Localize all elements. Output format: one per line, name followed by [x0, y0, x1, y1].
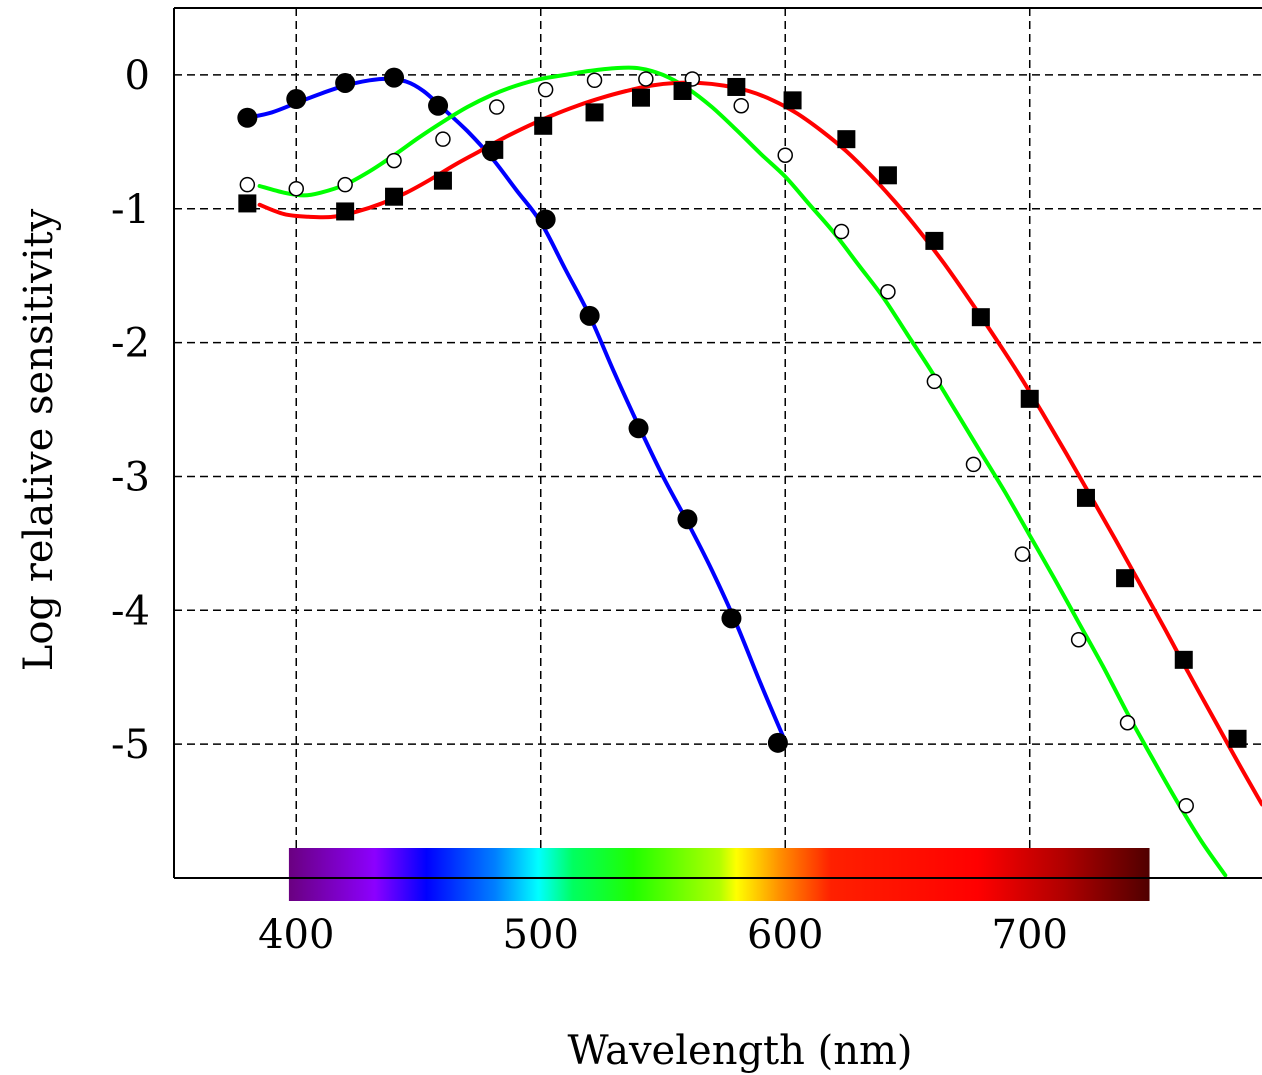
- green-data-point: [586, 72, 603, 89]
- green-data-point: [777, 147, 793, 163]
- y-tick-label: -5: [111, 722, 150, 768]
- green-data-point: [926, 373, 943, 390]
- y-tick-label: 0: [125, 53, 150, 99]
- blue-data-point: [237, 107, 258, 128]
- green-data-point: [1178, 797, 1194, 814]
- marker-layer: [237, 67, 1247, 814]
- green-data-point: [537, 81, 554, 98]
- y-tick-label: -2: [111, 321, 150, 367]
- y-tick-label: -4: [111, 588, 150, 634]
- red-data-point: [385, 187, 404, 206]
- spectrum-color-bar: [288, 848, 1150, 901]
- x-axis-title: Wavelength (nm): [567, 1028, 912, 1074]
- red-data-point: [783, 91, 802, 110]
- red-data-point: [1020, 389, 1039, 408]
- green-data-point: [880, 284, 896, 300]
- blue-data-point: [535, 209, 556, 230]
- red-data-point: [433, 171, 452, 190]
- red-data-point: [1228, 729, 1247, 748]
- blue-data-point: [677, 509, 698, 530]
- red-data-point: [925, 231, 944, 250]
- tick-labels: 400 500 600 700 0 -1 -2 -3 -4 -5: [111, 53, 1068, 958]
- red-data-point: [336, 202, 355, 221]
- green-data-point: [638, 71, 654, 87]
- green-data-point: [1070, 632, 1087, 648]
- green-cone-curve: [257, 65, 1228, 878]
- red-data-point: [878, 166, 897, 185]
- y-axis-title: Log relative sensitivity: [16, 208, 62, 671]
- red-data-point: [837, 130, 856, 149]
- green-data-point: [733, 97, 749, 114]
- green-data-point: [288, 180, 304, 197]
- red-data-point: [1174, 650, 1193, 669]
- green-data-point: [488, 99, 505, 115]
- red-data-point: [971, 308, 990, 327]
- green-data-point: [965, 456, 982, 473]
- green-data-point: [1119, 714, 1136, 731]
- green-data-point: [435, 131, 451, 147]
- y-tick-label: -1: [111, 187, 150, 233]
- y-tick-label: -3: [111, 454, 150, 500]
- red-data-point: [727, 77, 746, 96]
- blue-data-point: [579, 305, 600, 326]
- grid-lines: [174, 8, 1262, 878]
- red-data-point: [631, 88, 650, 107]
- blue-cone-curve: [245, 76, 788, 744]
- green-data-point: [239, 176, 256, 193]
- x-tick-label: 600: [747, 912, 823, 958]
- red-data-point: [238, 194, 257, 213]
- green-data-point: [1014, 546, 1031, 562]
- red-data-point: [585, 103, 604, 122]
- red-cone-curve: [257, 80, 1262, 807]
- blue-data-point: [721, 608, 742, 629]
- blue-data-point: [335, 72, 356, 93]
- blue-data-point: [428, 95, 449, 116]
- green-data-point: [833, 223, 850, 240]
- blue-data-point: [767, 732, 788, 753]
- red-data-point: [534, 116, 553, 135]
- blue-data-point: [286, 89, 307, 110]
- x-tick-label: 700: [992, 912, 1068, 958]
- red-data-point: [485, 140, 504, 159]
- blue-data-point: [384, 67, 405, 88]
- red-data-point: [1116, 569, 1135, 588]
- green-data-point: [337, 176, 353, 193]
- blue-data-point: [628, 418, 649, 439]
- x-tick-label: 400: [258, 912, 334, 958]
- green-data-point: [386, 152, 402, 169]
- red-data-point: [1076, 488, 1095, 507]
- x-tick-label: 500: [503, 912, 579, 958]
- red-data-point: [673, 81, 692, 100]
